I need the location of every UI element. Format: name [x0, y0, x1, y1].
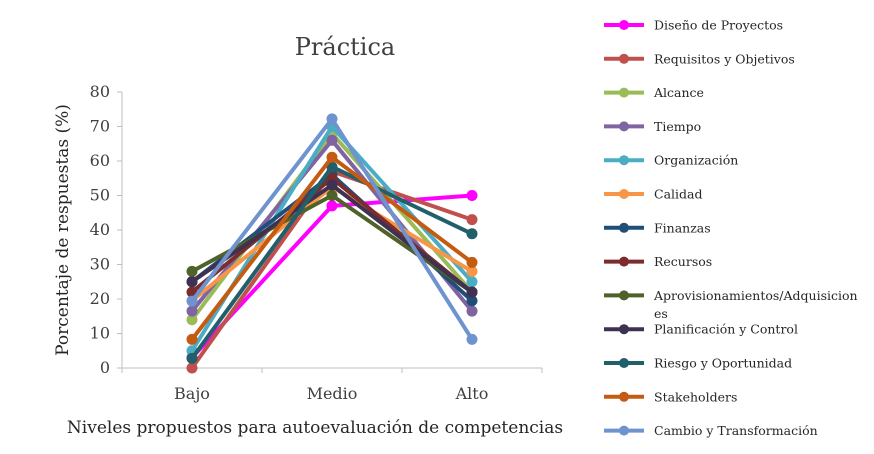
- legend-swatch-marker: [619, 155, 629, 166]
- legend-label: Cambio y Transformación: [654, 423, 818, 438]
- legend-item[interactable]: Planificación y Control: [604, 322, 798, 337]
- y-tick-label: 50: [90, 186, 110, 205]
- series-layer: [186, 113, 478, 374]
- legend-swatch-marker: [619, 391, 629, 402]
- legend-swatch-marker: [619, 425, 629, 436]
- legend-label: Riesgo y Oportunidad: [654, 356, 792, 371]
- data-point: [466, 286, 478, 298]
- series-10: [186, 161, 478, 364]
- axes: 0 10 20 30 40 50 60 70 80 Bajo Medio Alto: [90, 82, 543, 403]
- data-point: [326, 151, 338, 163]
- data-point: [186, 362, 198, 374]
- legend-item[interactable]: Aprovisionamientos/Adquisicion es: [604, 288, 858, 321]
- legend-label: Finanzas: [654, 220, 711, 235]
- y-axis-title: Porcentaje de respuestas (%): [53, 104, 73, 356]
- data-point: [186, 295, 198, 307]
- legend-swatch-marker: [619, 121, 629, 132]
- legend-label: Organización: [654, 153, 738, 168]
- legend-item[interactable]: Riesgo y Oportunidad: [604, 356, 792, 371]
- legend[interactable]: Diseño de Proyectos Requisitos y Objetivo…: [604, 18, 858, 439]
- legend-label: Recursos: [654, 254, 712, 269]
- data-point: [466, 190, 478, 201]
- series-9: [186, 179, 478, 298]
- data-point: [466, 256, 478, 268]
- data-point: [326, 190, 338, 201]
- legend-label: Tiempo: [654, 119, 701, 134]
- legend-swatch-marker: [619, 324, 629, 335]
- series-12: [186, 113, 478, 345]
- y-tick-label: 70: [90, 117, 110, 136]
- legend-item[interactable]: Alcance: [604, 85, 704, 100]
- data-point: [326, 179, 338, 191]
- legend-label: Aprovisionamientos/Adquisicion es: [653, 288, 858, 321]
- y-tick-label: 0: [100, 358, 110, 377]
- legend-swatch-marker: [619, 222, 629, 233]
- legend-swatch-marker: [619, 87, 629, 98]
- data-point: [326, 161, 338, 173]
- legend-item[interactable]: Cambio y Transformación: [604, 423, 818, 438]
- legend-item[interactable]: Calidad: [604, 187, 702, 202]
- data-point: [466, 228, 478, 240]
- data-point: [466, 265, 478, 277]
- legend-label: Calidad: [654, 187, 702, 202]
- data-point: [466, 305, 478, 317]
- legend-label: Diseño de Proyectos: [654, 18, 783, 33]
- data-point: [186, 305, 198, 317]
- data-point: [326, 200, 338, 212]
- data-point: [186, 265, 198, 277]
- data-point: [186, 333, 198, 345]
- legend-swatch-marker: [619, 290, 629, 301]
- y-tick-label: 20: [90, 289, 110, 308]
- legend-item[interactable]: Finanzas: [604, 220, 711, 235]
- x-axis-title: Niveles propuestos para autoevaluación d…: [67, 418, 563, 438]
- legend-item[interactable]: Requisitos y Objetivos: [604, 51, 795, 66]
- legend-label: Planificación y Control: [654, 322, 798, 337]
- legend-swatch-marker: [619, 189, 629, 199]
- legend-swatch-marker: [619, 358, 629, 368]
- legend-label: Stakeholders: [654, 389, 737, 404]
- y-tick-label: 10: [90, 324, 110, 343]
- y-tick-label: 40: [90, 220, 110, 239]
- legend-label: Requisitos y Objetivos: [654, 51, 795, 66]
- chart-title: Práctica: [295, 33, 395, 61]
- legend-label: Alcance: [653, 85, 704, 100]
- data-point: [186, 352, 198, 364]
- legend-item[interactable]: Diseño de Proyectos: [604, 18, 783, 33]
- legend-swatch-marker: [619, 256, 629, 267]
- x-tick-label: Alto: [455, 384, 489, 403]
- y-tick-label: 80: [90, 82, 110, 101]
- legend-item[interactable]: Organización: [604, 153, 738, 168]
- data-point: [186, 314, 198, 326]
- legend-swatch-marker: [619, 53, 629, 64]
- x-tick-label: Medio: [307, 384, 358, 403]
- legend-swatch-marker: [619, 20, 629, 30]
- data-point: [466, 214, 478, 226]
- data-point: [466, 276, 478, 288]
- data-point: [326, 113, 338, 125]
- legend-item[interactable]: Recursos: [604, 254, 712, 269]
- legend-item[interactable]: Stakeholders: [604, 389, 737, 404]
- legend-item[interactable]: Tiempo: [604, 119, 701, 134]
- data-point: [466, 333, 478, 345]
- y-tick-label: 60: [90, 151, 110, 170]
- data-point: [186, 276, 198, 288]
- series-11: [186, 151, 478, 345]
- data-point: [466, 295, 478, 307]
- data-point: [326, 134, 338, 146]
- y-tick-label: 30: [90, 255, 110, 274]
- x-tick-label: Bajo: [174, 384, 210, 403]
